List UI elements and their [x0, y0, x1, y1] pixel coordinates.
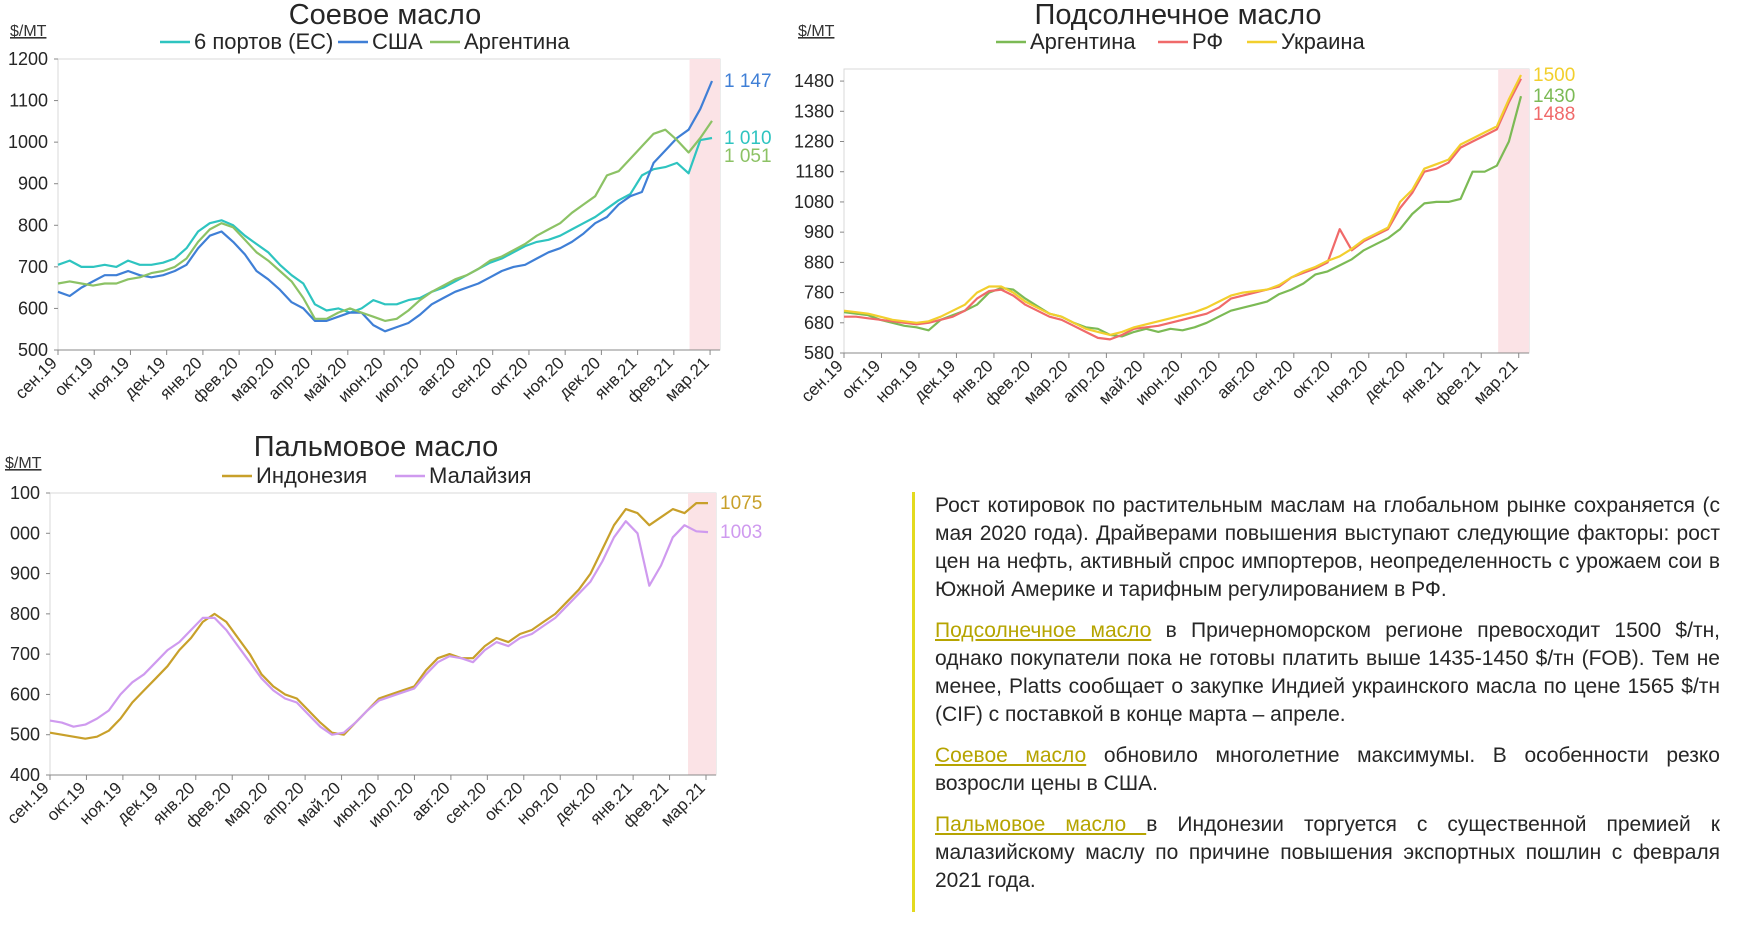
sun-ytick-label: 1080: [794, 192, 834, 212]
palm-unit-label: $/MT: [5, 455, 42, 472]
palm-legend-label: Индонезия: [256, 463, 367, 488]
soy-ytick-label: 1100: [9, 91, 48, 111]
palm-oil-chart: 400 500 600 700 800 900 000 100 сен.19 окт.19 ноя.…: [0, 430, 860, 940]
sun-series-line: [843, 95, 1523, 338]
soy-highlight-band: [689, 59, 720, 350]
palm-ytick-label: 000: [10, 523, 40, 543]
sun-plot-frame: [843, 68, 1530, 354]
commentary-paragraph-palm: Пальмовое масло в Индонезии торгуется с …: [935, 811, 1720, 895]
sun-ytick-label: 580: [804, 343, 834, 363]
palm-ytick-label: 400: [10, 765, 40, 785]
commentary-paragraph-soy: Соевое масло обновило многолетние максим…: [935, 742, 1720, 798]
soy-ytick-label: 900: [18, 174, 48, 194]
palm-series-line: [49, 502, 708, 740]
sun-chart-svg: 580 680 780 880 980 1080 1180 1280 1380 1480 сен.1…: [794, 0, 1575, 410]
soybean-oil-chart: 500 600 700 800 900 1000 1100 1200 сен.19 окт.19 н…: [0, 0, 860, 470]
palm-ytick-label: 100: [10, 483, 40, 503]
palm-series-line: [49, 520, 709, 736]
sun-legend-label: Украина: [1281, 29, 1366, 54]
soy-ytick-label: 800: [18, 215, 48, 235]
palm-ytick-label: 600: [10, 684, 40, 704]
soy-ytick-label: 500: [18, 340, 48, 360]
soy-legend-label: США: [372, 29, 423, 54]
soy-unit-label: $/MT: [10, 23, 47, 40]
sun-end-value-label: 1488: [1533, 104, 1575, 125]
sun-chart-title: Подсолнечное масло: [1034, 0, 1321, 31]
sun-ytick-label: 1480: [794, 71, 834, 91]
sunflower-oil-chart: 580 680 780 880 980 1080 1180 1280 1380 1480 сен.1…: [790, 0, 1745, 470]
commentary-panel: Рост котировок по растительным маслам на…: [912, 492, 1720, 912]
palm-oil-link[interactable]: Пальмовое масло: [935, 813, 1147, 836]
palm-end-value-label: 1075: [720, 493, 762, 514]
soy-legend-label: Аргентина: [464, 29, 570, 54]
soy-series-line: [57, 80, 714, 333]
palm-xtick-label: сен.20: [441, 778, 490, 827]
soy-chart-title: Соевое масло: [289, 0, 482, 31]
sun-ytick-label: 980: [804, 222, 834, 242]
commentary-paragraph-sunflower: Подсолнечное масло в Причерноморском рег…: [935, 617, 1720, 729]
sunflower-oil-text: в Причерноморском регионе превосходит 15…: [935, 619, 1720, 726]
palm-chart-svg: 400500600700800900000100сен.19окт.19ноя.…: [3, 431, 762, 832]
sun-end-value-label: 1430: [1533, 86, 1575, 107]
palm-ytick-label: 900: [10, 564, 40, 584]
sun-ytick-label: 680: [804, 313, 834, 333]
sun-legend-label: РФ: [1192, 29, 1223, 54]
soy-series-line: [57, 136, 713, 314]
sun-xtick-label: сен.19: [797, 356, 846, 405]
soy-ytick-label: 700: [18, 257, 48, 277]
soybean-oil-link[interactable]: Соевое масло: [935, 744, 1087, 767]
palm-ytick-label: 700: [10, 644, 40, 664]
soy-chart-svg: 500600700800900100011001200сен.19окт.19н…: [8, 0, 772, 407]
sun-ytick-label: 880: [804, 252, 834, 272]
palm-ytick-label: 800: [10, 604, 40, 624]
soy-ytick-label: 1200: [8, 49, 48, 69]
sun-legend-label: Аргентина: [1030, 29, 1136, 54]
sun-ytick-label: 1180: [795, 162, 834, 182]
palm-chart-title: Пальмовое масло: [254, 431, 498, 463]
palm-legend-label: Малайзия: [429, 463, 531, 488]
sun-xtick-label: ноя.19: [872, 356, 922, 406]
sun-end-value-label: 1500: [1533, 65, 1575, 86]
soy-series-line: [57, 120, 713, 322]
sun-unit-label: $/MT: [798, 23, 835, 40]
soy-end-value-label: 1 010: [724, 128, 772, 149]
soy-ytick-label: 600: [18, 298, 48, 318]
sun-series-line: [843, 74, 1522, 336]
sun-xtick-label: сен.20: [1247, 356, 1296, 405]
soy-xtick-label: сен.19: [11, 353, 60, 402]
soy-end-value-label: 1 051: [724, 146, 772, 167]
soy-legend-label: 6 портов (ЕС): [194, 29, 333, 54]
palm-xtick-label: сен.19: [3, 778, 52, 827]
palm-ytick-label: 500: [10, 725, 40, 745]
soy-plot-frame: [57, 58, 721, 351]
sun-ytick-label: 1380: [794, 101, 834, 121]
sun-ytick-label: 1280: [794, 132, 834, 152]
sunflower-oil-link[interactable]: Подсолнечное масло: [935, 619, 1152, 642]
palm-oil-text: в Индонезии торгуется с существенной пре…: [935, 813, 1720, 892]
palm-end-value-label: 1003: [720, 522, 762, 543]
soy-xtick-label: сен.20: [446, 353, 495, 402]
sun-ytick-label: 780: [804, 283, 834, 303]
soy-end-value-label: 1 147: [724, 71, 772, 92]
soybean-oil-text: обновило многолетние максимумы. В особен…: [935, 744, 1720, 795]
sun-series-line: [844, 78, 1522, 341]
soy-ytick-label: 1000: [8, 132, 48, 152]
palm-highlight-band: [688, 493, 716, 775]
commentary-paragraph-intro: Рост котировок по растительным маслам на…: [935, 494, 1720, 601]
sun-xtick-label: ноя.20: [1322, 356, 1372, 406]
